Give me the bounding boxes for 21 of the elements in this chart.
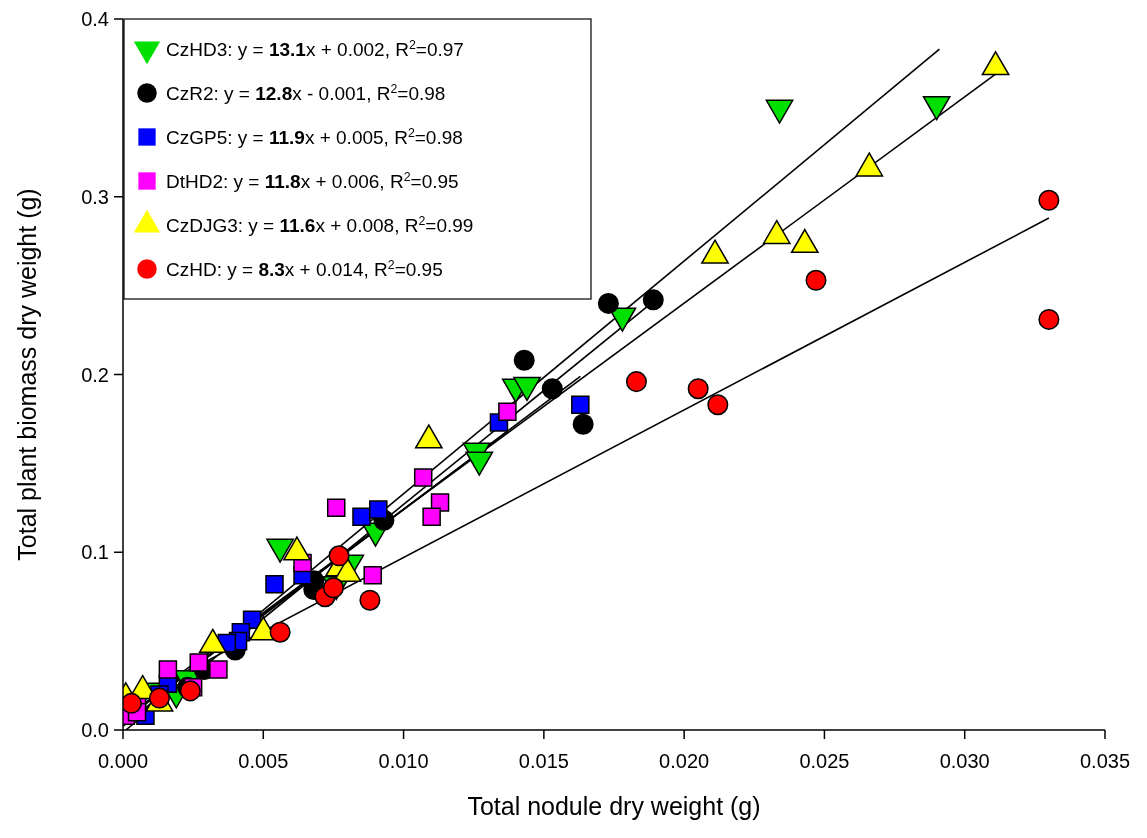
x-tick-label: 0.010 [378,750,429,772]
y-tick-label: 0.0 [81,719,109,741]
x-tick-label: 0.035 [1079,750,1131,772]
x-tick-label: 0.030 [939,750,990,772]
y-tick-label: 0.3 [81,185,109,208]
legend-label: CzDJG3: y = 11.6x + 0.008, R$^{2}$=0.99 [166,213,474,236]
legend-label: CzHD3: y = 13.1x + 0.002, R$^{2}$=0.97 [166,37,464,60]
legend-label: CzGP5: y = 11.9x + 0.005, R$^{2}$=0.98 [166,125,463,148]
x-tick-label: 0.020 [659,750,710,772]
y-axis-title: Total plant biomass dry weight (g) [13,188,41,561]
y-tick-label: 0.4 [81,8,109,30]
x-tick-label: 0.000 [97,750,149,772]
x-tick-label: 0.015 [518,750,569,772]
legend-label: CzHD: y = 8.3x + 0.014, R$^{2}$=0.95 [166,257,443,280]
x-tick-label: 0.005 [238,750,289,772]
y-tick-label: 0.1 [81,541,109,564]
x-axis-title: Total nodule dry weight (g) [467,792,761,820]
legend-label: DtHD2: y = 11.8x + 0.006, R$^{2}$=0.95 [166,169,459,192]
x-tick-label: 0.025 [799,750,850,772]
y-tick-label: 0.2 [81,363,109,386]
legend-label: CzR2: y = 12.8x - 0.001, R$^{2}$=0.98 [166,81,446,104]
